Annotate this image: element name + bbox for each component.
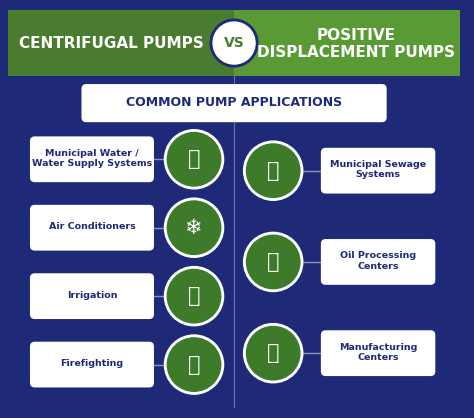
Circle shape bbox=[246, 144, 300, 197]
Circle shape bbox=[167, 133, 221, 186]
Text: Municipal Sewage
Systems: Municipal Sewage Systems bbox=[330, 160, 426, 179]
Text: 🛢️: 🛢️ bbox=[267, 252, 280, 272]
Text: Municipal Water /
Water Supply Systems: Municipal Water / Water Supply Systems bbox=[32, 149, 152, 168]
Text: Firefighting: Firefighting bbox=[60, 359, 124, 368]
Circle shape bbox=[213, 22, 255, 64]
Circle shape bbox=[167, 201, 221, 255]
Circle shape bbox=[164, 130, 224, 189]
Text: Oil Processing
Centers: Oil Processing Centers bbox=[340, 251, 416, 271]
Text: 🌱: 🌱 bbox=[188, 286, 200, 306]
Text: 🚰: 🚰 bbox=[188, 149, 200, 169]
Circle shape bbox=[164, 335, 224, 394]
Text: VS: VS bbox=[224, 36, 245, 50]
Text: ❄️: ❄️ bbox=[185, 218, 203, 238]
Circle shape bbox=[246, 235, 300, 289]
Circle shape bbox=[164, 267, 224, 326]
Circle shape bbox=[244, 232, 303, 291]
FancyBboxPatch shape bbox=[30, 273, 154, 319]
Circle shape bbox=[246, 326, 300, 380]
Text: Irrigation: Irrigation bbox=[67, 291, 117, 300]
Text: CENTRIFUGAL PUMPS: CENTRIFUGAL PUMPS bbox=[18, 36, 203, 51]
Text: 🔥: 🔥 bbox=[188, 354, 200, 375]
Circle shape bbox=[244, 324, 303, 383]
Text: 🌊: 🌊 bbox=[267, 161, 280, 181]
Text: Manufacturing
Centers: Manufacturing Centers bbox=[339, 342, 417, 362]
FancyBboxPatch shape bbox=[321, 330, 435, 376]
Circle shape bbox=[210, 19, 258, 67]
Circle shape bbox=[244, 141, 303, 200]
FancyBboxPatch shape bbox=[30, 342, 154, 387]
Text: 🏭: 🏭 bbox=[267, 343, 280, 363]
FancyBboxPatch shape bbox=[82, 84, 387, 122]
Circle shape bbox=[164, 198, 224, 257]
Text: DISPLACEMENT PUMPS: DISPLACEMENT PUMPS bbox=[257, 45, 455, 60]
Circle shape bbox=[167, 338, 221, 391]
FancyBboxPatch shape bbox=[8, 10, 234, 76]
Text: COMMON PUMP APPLICATIONS: COMMON PUMP APPLICATIONS bbox=[126, 96, 342, 109]
Text: POSITIVE: POSITIVE bbox=[317, 28, 396, 43]
Text: Air Conditioners: Air Conditioners bbox=[49, 222, 136, 231]
FancyBboxPatch shape bbox=[30, 136, 154, 182]
FancyBboxPatch shape bbox=[321, 239, 435, 285]
FancyBboxPatch shape bbox=[321, 148, 435, 194]
Circle shape bbox=[167, 270, 221, 323]
FancyBboxPatch shape bbox=[30, 205, 154, 251]
FancyBboxPatch shape bbox=[234, 10, 460, 76]
